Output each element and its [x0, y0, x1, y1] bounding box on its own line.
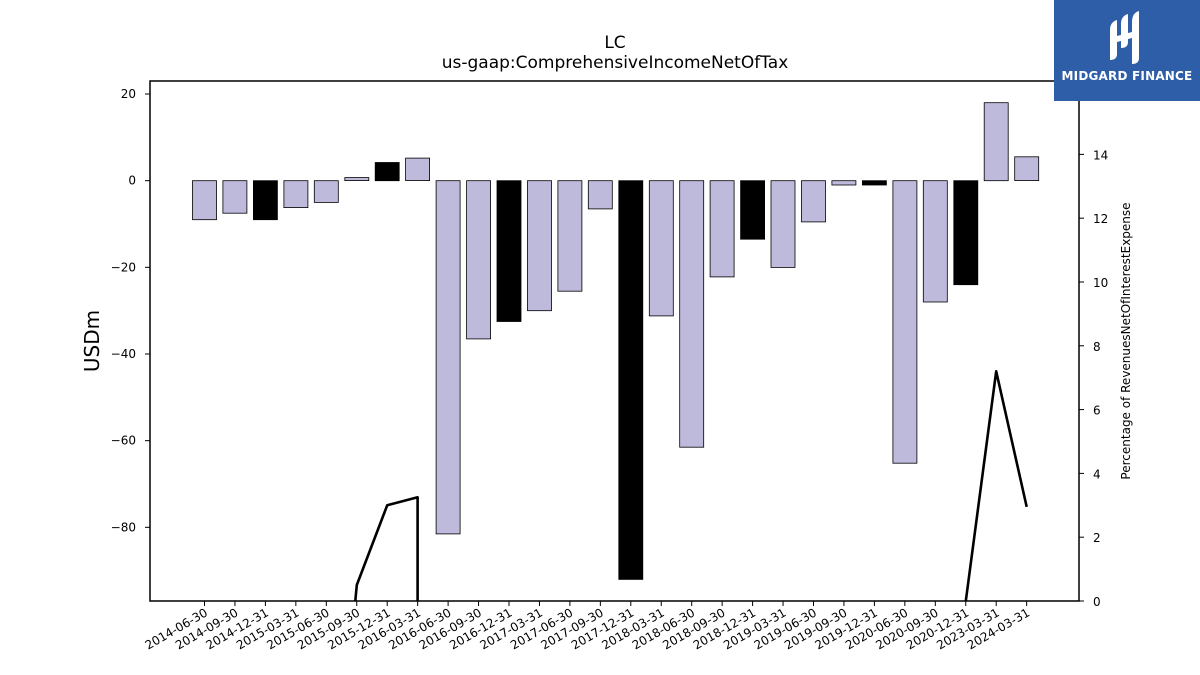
line-segment [964, 369, 1028, 602]
y-tick-label: −80 [111, 520, 136, 534]
left-axis: 20 0 −20 −40 −60 −80 [111, 87, 150, 534]
bar [801, 180, 826, 223]
y2-tick-label: 2 [1093, 531, 1101, 545]
line-series [354, 369, 1028, 602]
bar [831, 180, 857, 186]
bar [557, 180, 583, 292]
bar-series [192, 102, 1040, 580]
bar [648, 180, 674, 317]
plot-frame [149, 80, 1080, 602]
y-tick-label: −60 [111, 434, 136, 448]
bar [283, 180, 309, 208]
bar [252, 180, 278, 221]
bar [374, 162, 400, 182]
bar [313, 180, 339, 203]
bar [344, 177, 370, 182]
bar [922, 180, 948, 303]
y2-axis-label: Percentage of RevenuesNetOfInterestExpen… [1119, 202, 1133, 479]
bar [527, 180, 552, 312]
bar [587, 180, 613, 210]
bar [770, 180, 796, 268]
chart-title: LC [604, 33, 625, 53]
y2-tick-label: 0 [1093, 595, 1101, 609]
bar [892, 180, 918, 464]
right-axis: 0 2 4 6 8 10 12 14 [1079, 148, 1108, 609]
y2-tick-label: 4 [1093, 467, 1101, 481]
y2-tick-label: 8 [1093, 340, 1101, 354]
bar [192, 180, 217, 221]
bar [618, 180, 644, 580]
bar [740, 180, 765, 240]
y-tick-label: −40 [111, 347, 136, 361]
y2-tick-label: 14 [1093, 148, 1108, 162]
bar [709, 180, 735, 278]
brand-name: MIDGARD FINANCE [1061, 69, 1193, 83]
bar [405, 157, 431, 182]
bar [953, 180, 979, 286]
bar [222, 180, 248, 214]
y2-tick-label: 12 [1093, 212, 1108, 226]
midgard-logo-icon [1110, 11, 1139, 64]
y-axis-label: USDm [80, 310, 104, 372]
line-segment [354, 495, 419, 602]
y-tick-label: 20 [121, 87, 136, 101]
chart-subtitle: us-gaap:ComprehensiveIncomeNetOfTax [442, 53, 789, 73]
bar [466, 180, 492, 340]
y2-tick-label: 6 [1093, 404, 1101, 418]
y2-tick-label: 10 [1093, 276, 1108, 290]
bar [1014, 156, 1040, 182]
bar [679, 180, 705, 448]
bar [862, 180, 887, 186]
y-tick-label: −20 [111, 260, 136, 274]
y-tick-label: 0 [128, 174, 136, 188]
bar [496, 180, 522, 322]
bar [983, 102, 1009, 182]
bar [435, 180, 461, 535]
brand-logo: MIDGARD FINANCE [1054, 0, 1200, 101]
x-axis: 2014-06-302014-09-302014-12-312015-03-31… [143, 601, 1032, 652]
